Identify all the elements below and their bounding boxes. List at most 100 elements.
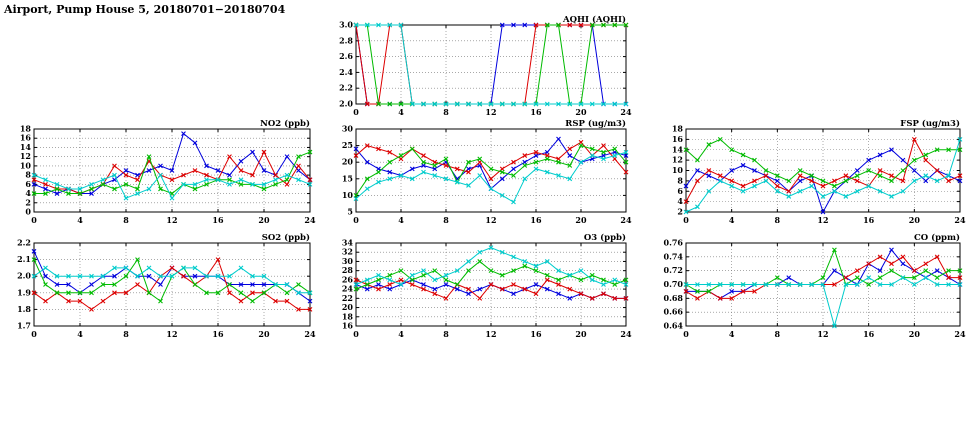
- svg-text:24: 24: [304, 329, 316, 339]
- svg-text:24: 24: [342, 284, 354, 294]
- page-title: Airport, Pump House 5, 20180701−20180704: [4, 3, 286, 16]
- svg-text:16: 16: [342, 321, 354, 331]
- svg-text:20: 20: [258, 329, 270, 339]
- svg-text:6: 6: [677, 186, 683, 196]
- svg-text:8: 8: [775, 215, 781, 225]
- svg-text:1.7: 1.7: [17, 321, 31, 331]
- svg-text:18: 18: [672, 124, 684, 134]
- svg-text:AQHI (AQHI): AQHI (AQHI): [562, 14, 626, 25]
- svg-text:20: 20: [909, 329, 921, 339]
- svg-text:8: 8: [775, 329, 781, 339]
- svg-text:16: 16: [530, 329, 542, 339]
- svg-text:0.70: 0.70: [664, 279, 684, 289]
- chart-rsp: 0 4 8 12 16 20 24 5 10 15 20 25 30 RSP (ug/m3): [322, 116, 634, 228]
- svg-text:12: 12: [20, 151, 31, 161]
- svg-text:2.0: 2.0: [17, 271, 31, 281]
- svg-text:8: 8: [677, 175, 683, 185]
- svg-text:16: 16: [20, 133, 32, 143]
- svg-text:1.8: 1.8: [17, 304, 31, 314]
- svg-text:30: 30: [342, 256, 354, 266]
- svg-text:22: 22: [342, 293, 353, 303]
- svg-text:12: 12: [817, 215, 828, 225]
- svg-text:16: 16: [212, 215, 224, 225]
- svg-text:14: 14: [20, 142, 32, 152]
- svg-text:0.68: 0.68: [664, 293, 684, 303]
- chart-canvas-rsp: 0 4 8 12 16 20 24 5 10 15 20 25 30 RSP (ug/m3): [342, 118, 632, 225]
- chart-so2: 0 4 8 12 16 20 24 1.7 1.8 1.9 2.0 2.1 2.2 SO2 (ppb): [0, 230, 318, 342]
- svg-text:16: 16: [530, 215, 542, 225]
- svg-text:24: 24: [620, 107, 632, 117]
- svg-text:24: 24: [954, 215, 966, 225]
- svg-text:20: 20: [575, 107, 587, 117]
- svg-text:12: 12: [485, 215, 496, 225]
- svg-text:14: 14: [672, 144, 684, 154]
- svg-text:0: 0: [31, 329, 37, 339]
- svg-text:12: 12: [817, 329, 828, 339]
- svg-text:4: 4: [398, 215, 404, 225]
- svg-text:8: 8: [25, 170, 31, 180]
- svg-text:2.2: 2.2: [339, 83, 353, 93]
- svg-text:2: 2: [677, 207, 683, 217]
- svg-text:2.0: 2.0: [339, 99, 353, 109]
- svg-text:25: 25: [342, 140, 353, 150]
- svg-text:4: 4: [25, 188, 31, 198]
- svg-text:28: 28: [342, 265, 354, 275]
- svg-text:24: 24: [304, 215, 316, 225]
- chart-fsp: 0 4 8 12 16 20 24 2 4 6 8 10 12 14 16 18 FSP (ug/m3): [652, 116, 968, 228]
- svg-text:16: 16: [863, 329, 875, 339]
- svg-text:0.64: 0.64: [664, 321, 684, 331]
- chart-canvas-aqhi: 0 4 8 12 16 20 24 2.0 2.2 2.4 2.6 2.8 3.0 AQHI (AQHI): [339, 14, 632, 117]
- chart-canvas-co: 0 4 8 12 16 20 24 0.64 0.66 0.68 0.70 0.72 0.74 0.76 C…: [664, 232, 966, 339]
- svg-text:34: 34: [342, 238, 354, 248]
- svg-text:12: 12: [166, 215, 177, 225]
- svg-text:6: 6: [25, 179, 31, 189]
- svg-text:4: 4: [677, 196, 683, 206]
- svg-text:2: 2: [25, 197, 31, 207]
- svg-text:0.76: 0.76: [664, 238, 684, 248]
- svg-text:0.74: 0.74: [664, 251, 684, 261]
- svg-text:CO (ppm): CO (ppm): [914, 232, 960, 243]
- svg-text:20: 20: [342, 302, 354, 312]
- svg-text:4: 4: [398, 107, 404, 117]
- chart-no2: 0 4 8 12 16 20 24 0 2 4 6 8 10 12 14 16 18 NO2 (ppb): [0, 116, 318, 228]
- svg-text:18: 18: [20, 124, 32, 134]
- svg-text:FSP (ug/m3): FSP (ug/m3): [900, 118, 960, 129]
- svg-text:32: 32: [342, 247, 353, 257]
- svg-text:20: 20: [575, 329, 587, 339]
- svg-text:10: 10: [342, 190, 354, 200]
- svg-text:2.6: 2.6: [339, 51, 353, 61]
- svg-text:20: 20: [575, 215, 587, 225]
- svg-text:8: 8: [443, 107, 449, 117]
- svg-text:24: 24: [954, 329, 966, 339]
- svg-text:NO2 (ppb): NO2 (ppb): [260, 118, 310, 129]
- svg-text:0: 0: [353, 215, 359, 225]
- svg-text:SO2 (ppb): SO2 (ppb): [262, 232, 310, 243]
- chart-aqhi: 0 4 8 12 16 20 24 2.0 2.2 2.4 2.6 2.8 3.0 AQHI (AQHI): [322, 12, 634, 120]
- svg-text:5: 5: [347, 207, 353, 217]
- svg-text:16: 16: [672, 134, 684, 144]
- svg-text:18: 18: [342, 311, 354, 321]
- svg-text:8: 8: [123, 329, 129, 339]
- svg-text:RSP (ug/m3): RSP (ug/m3): [565, 118, 626, 129]
- svg-text:2.2: 2.2: [17, 238, 31, 248]
- svg-text:0: 0: [353, 329, 359, 339]
- svg-text:12: 12: [672, 155, 683, 165]
- svg-text:0: 0: [683, 215, 689, 225]
- svg-text:10: 10: [672, 165, 684, 175]
- svg-text:15: 15: [342, 173, 353, 183]
- svg-text:0.72: 0.72: [664, 265, 683, 275]
- svg-text:0: 0: [31, 215, 37, 225]
- svg-text:12: 12: [485, 329, 496, 339]
- svg-text:16: 16: [863, 215, 875, 225]
- svg-text:2.4: 2.4: [339, 67, 353, 77]
- svg-text:26: 26: [342, 274, 354, 284]
- svg-text:O3 (ppb): O3 (ppb): [584, 232, 626, 243]
- svg-text:20: 20: [909, 215, 921, 225]
- svg-text:30: 30: [342, 124, 354, 134]
- svg-text:16: 16: [212, 329, 224, 339]
- svg-text:0: 0: [353, 107, 359, 117]
- svg-text:0: 0: [25, 207, 31, 217]
